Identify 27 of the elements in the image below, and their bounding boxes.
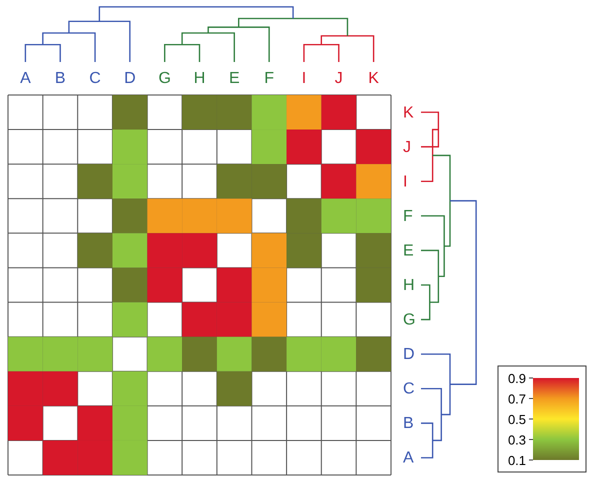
x-tick-label: E — [228, 70, 240, 87]
y-tick-label: G — [403, 312, 416, 329]
x-tick-label: G — [158, 70, 171, 87]
y-tick-label: I — [403, 173, 408, 190]
y-tick-label: A — [403, 450, 414, 467]
x-tick-label: J — [334, 70, 343, 87]
x-tick-label: H — [194, 70, 206, 87]
x-tick-label: I — [302, 70, 306, 87]
y-tick-label: D — [403, 346, 415, 364]
y-tick-label: K — [403, 104, 414, 122]
x-tick-label: C — [89, 70, 101, 87]
color-bar-label: 0.1 — [508, 453, 526, 468]
color-bar-label: 0.7 — [508, 392, 526, 406]
y-tick-label: J — [403, 138, 411, 156]
x-tick-label: B — [54, 70, 66, 87]
y-tick-label: C — [403, 380, 415, 398]
x-tick-label: A — [20, 70, 32, 87]
x-tick-label: K — [368, 70, 380, 87]
x-tick-label: D — [124, 70, 136, 87]
y-tick-label: B — [403, 415, 414, 432]
color-bar-label: 0.9 — [508, 371, 526, 386]
y-tick-label: E — [403, 242, 414, 260]
color-bar-label: 0.3 — [508, 432, 526, 448]
x-tick-label: F — [264, 70, 274, 87]
y-tick-label: F — [403, 208, 413, 225]
color-bar-label: 0.5 — [508, 412, 526, 427]
y-tick-label: H — [403, 277, 415, 294]
